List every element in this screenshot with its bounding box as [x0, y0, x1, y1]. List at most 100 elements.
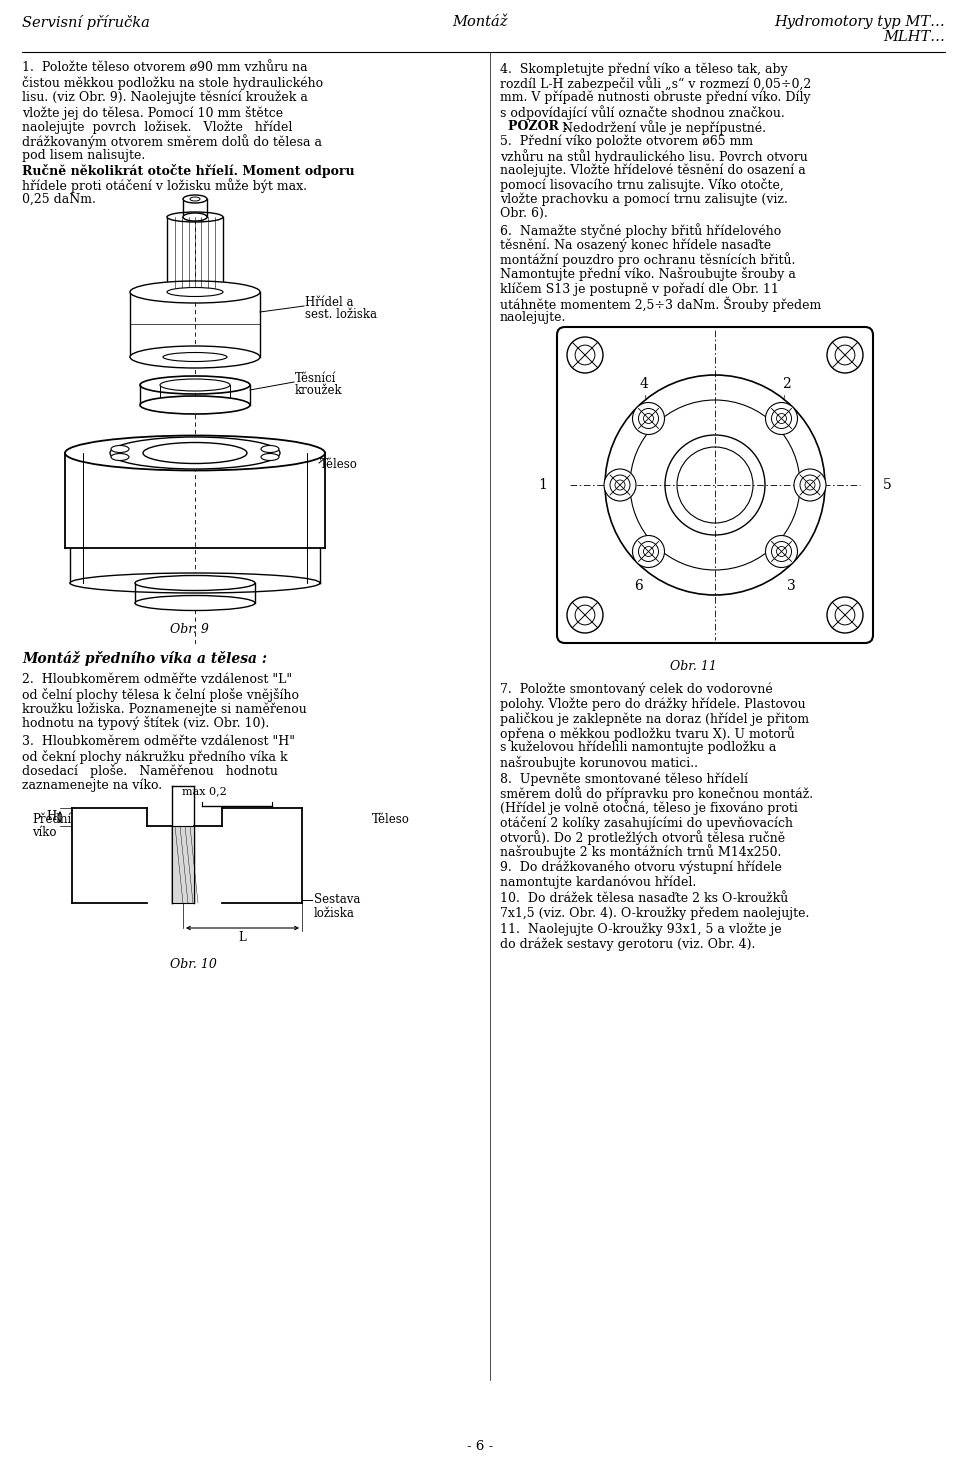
Ellipse shape: [167, 287, 223, 296]
Text: klíčem S13 je postupně v pořadí dle Obr. 11: klíčem S13 je postupně v pořadí dle Obr.…: [500, 281, 779, 296]
Circle shape: [643, 546, 654, 557]
Text: pomocí lisovacího trnu zalisujte. Víko otočte,: pomocí lisovacího trnu zalisujte. Víko o…: [500, 179, 783, 192]
Text: 1: 1: [539, 478, 547, 492]
Circle shape: [772, 542, 791, 561]
Text: naolejujte.: naolejujte.: [500, 311, 566, 324]
Text: 4.  Skompletujte přední víko a těleso tak, aby: 4. Skompletujte přední víko a těleso tak…: [500, 62, 788, 76]
Circle shape: [575, 346, 595, 365]
Text: do drážek sestavy gerotoru (viz. Obr. 4).: do drážek sestavy gerotoru (viz. Obr. 4)…: [500, 938, 756, 951]
Circle shape: [835, 346, 855, 365]
Circle shape: [794, 469, 826, 501]
Text: těsnění. Na osazený konec hřídele nasaďte: těsnění. Na osazený konec hřídele nasaďt…: [500, 237, 771, 252]
Text: namontujte kardanóvou hřídel.: namontujte kardanóvou hřídel.: [500, 876, 696, 889]
Circle shape: [567, 598, 603, 633]
Text: (Hřídel je volně otočná, těleso je fixováno proti: (Hřídel je volně otočná, těleso je fixov…: [500, 801, 798, 815]
Text: 10.  Do drážek tělesa nasaďte 2 ks O-kroužků: 10. Do drážek tělesa nasaďte 2 ks O-krou…: [500, 892, 788, 905]
Text: naolejujte  povrch  ložisek.   Vložte   hřídel: naolejujte povrch ložisek. Vložte hřídel: [22, 120, 293, 133]
Text: vzhůru na stůl hydraulického lisu. Povrch otvoru: vzhůru na stůl hydraulického lisu. Povrc…: [500, 149, 807, 164]
Circle shape: [827, 337, 863, 374]
Circle shape: [765, 536, 798, 567]
Circle shape: [604, 469, 636, 501]
Text: vložte prachovku a pomocí trnu zalisujte (viz.: vložte prachovku a pomocí trnu zalisujte…: [500, 192, 788, 207]
Text: 2.  Hloubkoměrem odměřte vzdálenost "L": 2. Hloubkoměrem odměřte vzdálenost "L": [22, 672, 292, 686]
Ellipse shape: [135, 576, 255, 590]
Text: Těleso: Těleso: [372, 813, 410, 826]
Text: 8.  Upevněte smontované těleso hřídelí: 8. Upevněte smontované těleso hřídelí: [500, 772, 748, 785]
Circle shape: [643, 413, 654, 423]
Text: Namontujte přední víko. Našroubujte šrouby a: Namontujte přední víko. Našroubujte šrou…: [500, 267, 796, 281]
Ellipse shape: [70, 573, 320, 593]
Text: 7.  Položte smontovaný celek do vodorovné: 7. Položte smontovaný celek do vodorovné: [500, 683, 773, 696]
Ellipse shape: [167, 287, 223, 297]
Circle shape: [835, 605, 855, 626]
Text: vložte jej do tělesa. Pomocí 10 mm štětce: vložte jej do tělesa. Pomocí 10 mm štětc…: [22, 105, 283, 120]
Text: Těleso: Těleso: [320, 459, 358, 472]
Circle shape: [610, 475, 630, 495]
Text: hodnotu na typový štítek (viz. Obr. 10).: hodnotu na typový štítek (viz. Obr. 10).: [22, 716, 269, 731]
Text: víko: víko: [32, 826, 57, 839]
Text: 6.  Namažte styčné plochy břitů hřídelového: 6. Namažte styčné plochy břitů hřídelové…: [500, 224, 781, 239]
Circle shape: [827, 598, 863, 633]
FancyBboxPatch shape: [557, 327, 873, 643]
Text: s kuželovou hřídelili namontujte podložku a: s kuželovou hřídelili namontujte podložk…: [500, 741, 777, 754]
Circle shape: [638, 542, 659, 561]
Ellipse shape: [135, 595, 255, 611]
Circle shape: [805, 481, 815, 489]
Ellipse shape: [183, 195, 207, 204]
Circle shape: [772, 409, 791, 428]
Ellipse shape: [140, 377, 250, 394]
Text: L: L: [239, 930, 247, 943]
Circle shape: [633, 536, 664, 567]
Text: dosedací   ploše.   Naměřenou   hodnotu: dosedací ploše. Naměřenou hodnotu: [22, 765, 277, 778]
Text: montážní pouzdro pro ochranu těsnících břitů.: montážní pouzdro pro ochranu těsnících b…: [500, 252, 796, 268]
Circle shape: [575, 605, 595, 626]
Text: 2: 2: [782, 377, 791, 391]
Text: našroubujte korunovou matici..: našroubujte korunovou matici..: [500, 756, 698, 769]
Text: Sestava: Sestava: [314, 894, 360, 905]
Circle shape: [765, 403, 798, 435]
Text: 5.  Přední víko položte otvorem ø65 mm: 5. Přední víko položte otvorem ø65 mm: [500, 135, 754, 148]
Text: 3.  Hloubkoměrem odměřte vzdálenost "H": 3. Hloubkoměrem odměřte vzdálenost "H": [22, 735, 295, 749]
Ellipse shape: [111, 454, 129, 460]
Text: 9.  Do drážkovaného otvoru výstupní hřídele: 9. Do drážkovaného otvoru výstupní hříde…: [500, 861, 781, 875]
Text: opřena o měkkou podložku tvaru X). U motorů: opřena o měkkou podložku tvaru X). U mot…: [500, 727, 795, 741]
Circle shape: [777, 546, 786, 557]
Ellipse shape: [163, 353, 227, 362]
Text: ložiska: ložiska: [314, 907, 355, 920]
Text: max 0,2: max 0,2: [182, 787, 227, 795]
Text: kroužek: kroužek: [295, 384, 343, 397]
Text: utáhněte momentem 2,5÷3 daNm. Šrouby předem: utáhněte momentem 2,5÷3 daNm. Šrouby pře…: [500, 296, 821, 312]
Text: mm. V případě nutnosti obruste přední víko. Díly: mm. V případě nutnosti obruste přední ví…: [500, 91, 810, 104]
Text: 0,25 daNm.: 0,25 daNm.: [22, 192, 96, 205]
Text: 3: 3: [787, 580, 796, 593]
Text: otáčení 2 kolíky zasahujícími do upevňovacích: otáčení 2 kolíky zasahujícími do upevňov…: [500, 816, 793, 829]
Text: otvorů). Do 2 protležlých otvorů tělesa ručně: otvorů). Do 2 protležlých otvorů tělesa …: [500, 831, 785, 845]
Ellipse shape: [140, 396, 250, 415]
Ellipse shape: [65, 435, 325, 470]
Text: 1.  Položte těleso otvorem ø90 mm vzhůru na: 1. Položte těleso otvorem ø90 mm vzhůru …: [22, 62, 307, 75]
Text: POZOR :: POZOR :: [508, 120, 568, 133]
Circle shape: [800, 475, 820, 495]
Ellipse shape: [261, 454, 279, 460]
Text: s odpovídající vůlí označte shodnou značkou.: s odpovídající vůlí označte shodnou znač…: [500, 105, 784, 120]
Text: H: H: [47, 810, 57, 823]
Text: Montáž předního víka a tělesa :: Montáž předního víka a tělesa :: [22, 650, 267, 667]
Text: Obr. 6).: Obr. 6).: [500, 207, 548, 220]
Text: 6: 6: [635, 580, 643, 593]
Text: zaznamenejte na víko.: zaznamenejte na víko.: [22, 778, 162, 793]
Text: MLHT…: MLHT…: [883, 29, 945, 44]
Text: drážkovaným otvorem směrem dolů do tělesa a: drážkovaným otvorem směrem dolů do těles…: [22, 135, 322, 149]
Text: směrem dolů do přípravku pro konečnou montáž.: směrem dolů do přípravku pro konečnou mo…: [500, 787, 813, 801]
Circle shape: [605, 375, 825, 595]
Ellipse shape: [167, 212, 223, 223]
Text: Montáž: Montáž: [452, 15, 508, 29]
Text: Přední: Přední: [32, 813, 71, 826]
Text: od čekní plochy nákružku předního víka k: od čekní plochy nákružku předního víka k: [22, 750, 288, 763]
Circle shape: [630, 400, 800, 570]
Ellipse shape: [261, 445, 279, 453]
Text: od čelní plochy tělesa k čelní ploše vnějšího: od čelní plochy tělesa k čelní ploše vně…: [22, 687, 299, 702]
Circle shape: [665, 435, 765, 535]
Text: - 6 -: - 6 -: [467, 1440, 493, 1453]
Text: kroužku ložiska. Poznamenejte si naměřenou: kroužku ložiska. Poznamenejte si naměřen…: [22, 702, 307, 715]
Text: lisu. (viz Obr. 9). Naolejujte těsnící kroužek a: lisu. (viz Obr. 9). Naolejujte těsnící k…: [22, 91, 308, 104]
